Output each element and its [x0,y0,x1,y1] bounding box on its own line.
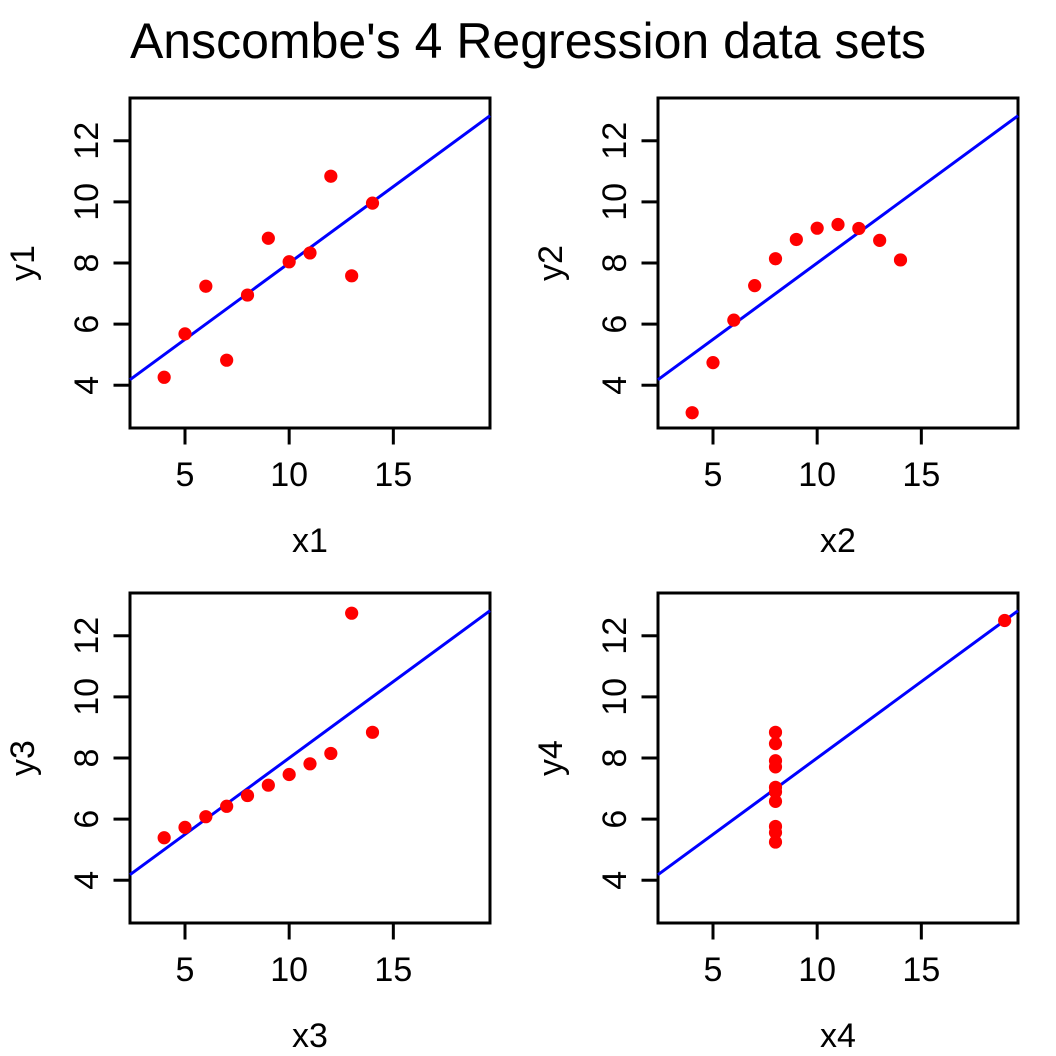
data-point [220,799,234,813]
y-tick-label: 12 [68,617,106,655]
scatter-panel-top-right: 5 10 15 4 6 8 10 12 x2 y2 [532,96,1020,560]
y-tick-label: 10 [68,678,106,716]
y-tick-label: 12 [68,122,106,160]
data-point [324,746,338,761]
data-point [240,788,255,803]
scatter-panel-top-left: 5 10 15 4 6 8 10 12 x1 y1 [4,96,492,560]
y-axis-label: y2 [532,245,570,281]
data-point [789,232,803,247]
y-tick-label: 6 [68,810,106,829]
x-tick-label: 15 [902,456,940,494]
y-tick-label: 10 [68,183,106,221]
data-point [282,255,296,269]
data-point [768,785,783,799]
data-point [768,252,783,266]
x-tick-label: 5 [176,456,195,494]
data-point [768,754,783,768]
data-point [852,221,866,236]
x-axis-label: x2 [820,522,856,560]
x-tick-label: 10 [270,951,308,989]
scatter-panel-bottom-right: 5 10 15 4 6 8 10 12 x4 y4 [532,591,1020,1055]
y-tick-label: 6 [596,315,634,334]
data-point [199,279,213,293]
regression-line [657,114,1019,381]
x-tick-label: 5 [176,951,195,989]
scatter-panel-bottom-left: 5 10 15 4 6 8 10 12 x3 y3 [4,591,492,1055]
data-point [157,831,171,845]
data-point [365,196,380,210]
data-point [768,835,783,849]
data-point [893,253,908,267]
data-point [240,288,255,302]
y-tick-label: 4 [68,871,106,890]
y-tick-label: 6 [596,810,634,829]
x-axis-label: x3 [292,1017,328,1055]
x-tick-label: 10 [798,951,836,989]
data-point [706,356,720,370]
x-axis-label: x1 [292,522,328,560]
y-tick-label: 10 [596,678,634,716]
plot-box [656,96,1020,430]
y-axis-label: y1 [4,245,42,281]
data-point [748,279,762,293]
figure-title: Anscombe's 4 Regression data sets [129,13,927,69]
data-point [873,233,887,247]
data-point [324,169,338,183]
data-point [365,725,380,739]
data-point [831,217,845,232]
y-tick-label: 12 [596,617,634,655]
data-point [303,246,317,260]
data-point [345,606,359,620]
data-point [768,737,783,751]
regression-line [129,609,491,876]
y-tick-label: 8 [68,254,106,273]
y-axis-label: y3 [4,740,42,776]
data-point [199,810,213,824]
plot-box [656,591,1020,925]
data-point [261,778,275,792]
data-point [157,370,171,384]
y-tick-label: 12 [596,122,634,160]
data-point [261,231,275,245]
data-point [998,613,1012,628]
data-point [178,327,192,341]
data-point [178,820,192,834]
data-point [810,221,824,235]
y-tick-label: 4 [68,376,106,395]
x-tick-label: 15 [902,951,940,989]
data-point [768,794,783,808]
plot-box [128,591,492,925]
y-axis-label: y4 [532,740,570,776]
y-tick-label: 8 [596,749,634,768]
y-tick-label: 8 [596,254,634,273]
y-tick-label: 8 [68,749,106,768]
data-point [685,406,699,420]
y-tick-label: 10 [596,183,634,221]
data-point [345,269,359,283]
data-point [727,313,741,327]
x-tick-label: 10 [270,456,308,494]
x-tick-label: 15 [374,951,412,989]
x-tick-label: 5 [704,951,723,989]
y-tick-label: 4 [596,376,634,395]
regression-line [657,609,1019,876]
y-tick-label: 4 [596,871,634,890]
data-point [282,767,296,782]
data-point [768,725,783,739]
x-tick-label: 15 [374,456,412,494]
x-tick-label: 10 [798,456,836,494]
plot-box [128,96,492,430]
x-tick-label: 5 [704,456,723,494]
y-tick-label: 6 [68,315,106,334]
data-point [768,825,783,840]
data-point [220,353,234,367]
data-point [303,757,317,771]
x-axis-label: x4 [820,1017,856,1055]
